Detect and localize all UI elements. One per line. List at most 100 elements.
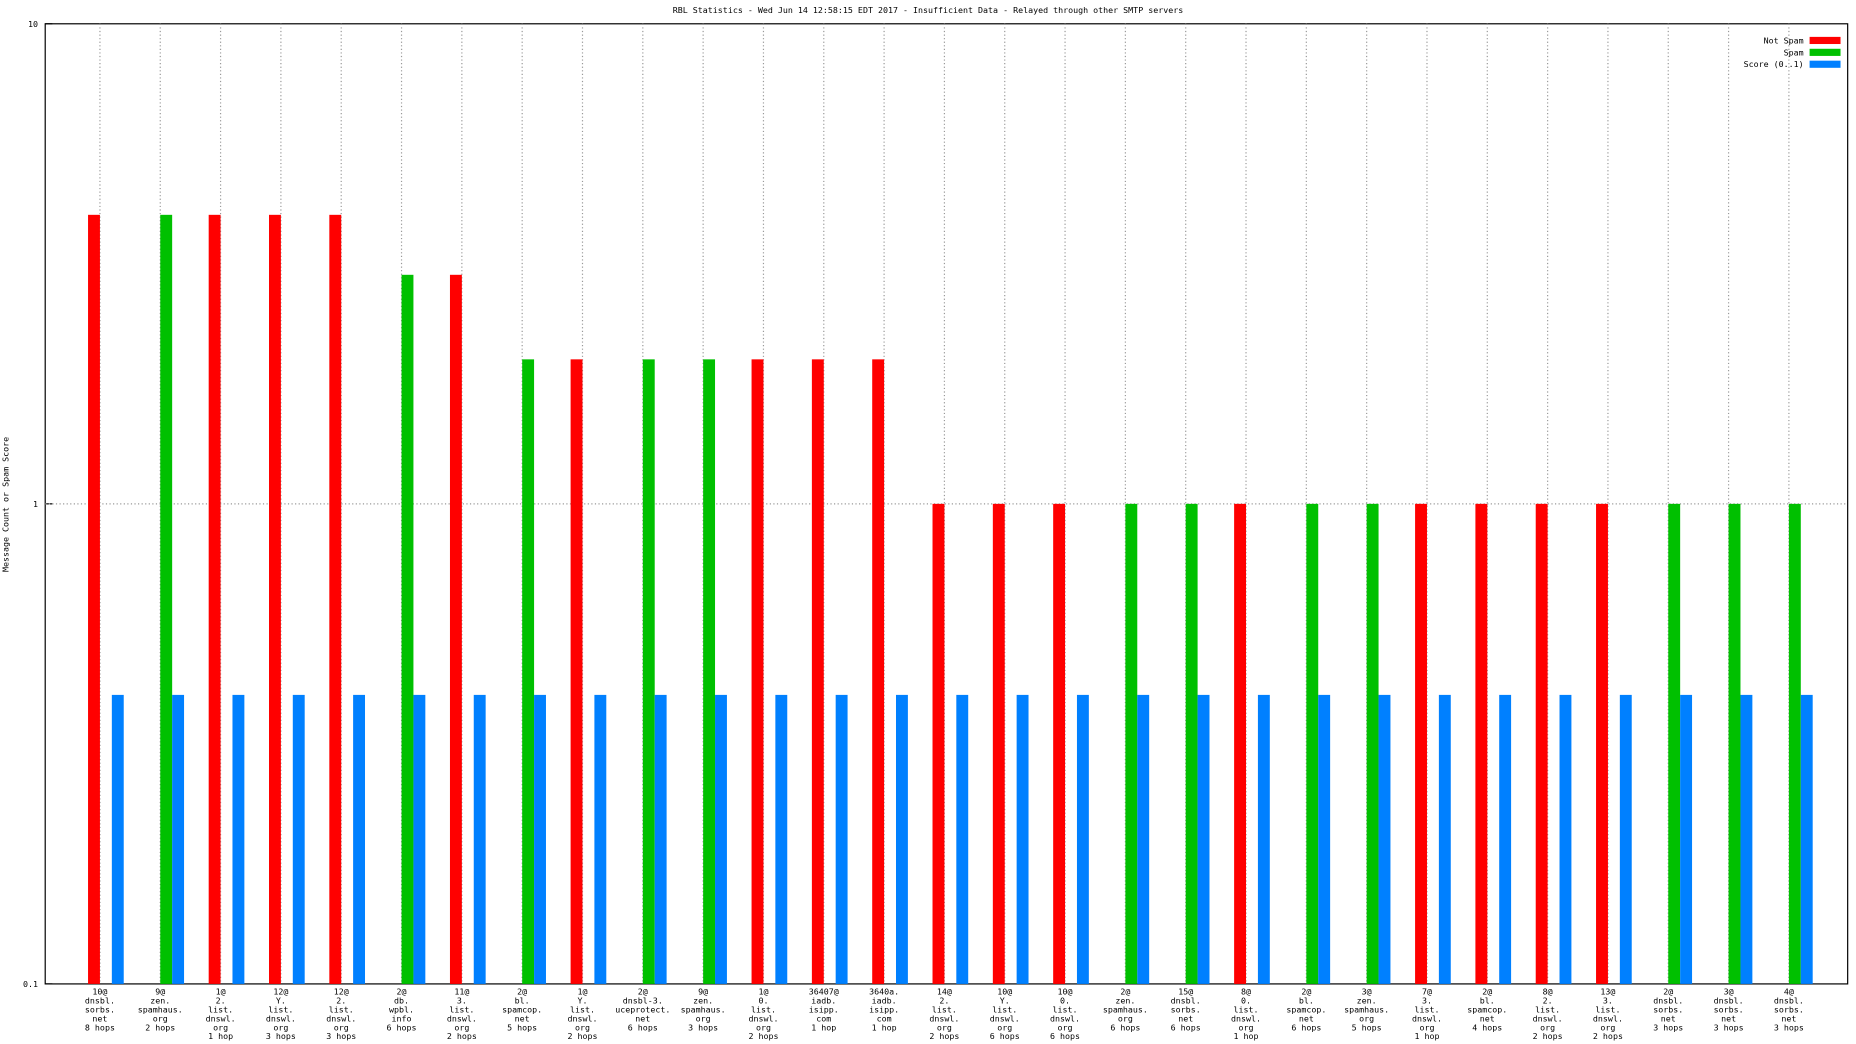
bar — [1499, 694, 1512, 984]
x-tick-label: 2@ db. wpbl. info 6 hops — [387, 987, 417, 1033]
bar — [534, 694, 546, 984]
bar — [1137, 694, 1150, 984]
bar — [1125, 503, 1138, 984]
bar — [992, 503, 1005, 984]
bar — [775, 694, 788, 984]
y-axis-label: Message Count or Spam Score — [0, 437, 10, 572]
bar — [932, 503, 945, 984]
x-tick-label: 3@ dnsbl. sorbs. net 3 hops — [1714, 987, 1744, 1033]
bar — [1668, 503, 1681, 984]
bar — [1596, 503, 1608, 984]
x-tick-label: 15@ dnsbl. sorbs. net 6 hops — [1171, 987, 1201, 1033]
x-tick-label: 10@ dnsbl. sorbs. net 8 hops — [85, 987, 115, 1033]
x-tick-label: 8@ 2. list. dnswl. org 2 hops — [1533, 987, 1563, 1042]
bar — [1306, 503, 1319, 984]
bar — [895, 694, 908, 984]
bar — [1680, 694, 1693, 984]
x-tick-label: 2@ bl. spamcop. net 4 hops — [1467, 987, 1507, 1033]
bar — [1415, 503, 1427, 984]
bar — [1318, 694, 1331, 984]
x-tick-label: 2@ dnsbl-3. uceprotect. net 6 hops — [615, 987, 670, 1033]
bar — [1619, 694, 1632, 984]
bar — [1234, 503, 1247, 984]
x-tick-label: 2@ dnsbl. sorbs. net 3 hops — [1653, 987, 1683, 1033]
bar — [654, 694, 667, 984]
x-tick-label: 2@ zen. spamhaus. org 6 hops — [1103, 987, 1148, 1033]
x-tick-label: 11@ 3. list. dnswl. org 2 hops — [447, 987, 477, 1042]
bar — [1378, 694, 1391, 984]
x-tick-label: 10@ Y. list. dnswl. org 6 hops — [990, 987, 1020, 1042]
x-tick-label: 12@ Y. list. dnswl. org 3 hops — [266, 987, 296, 1042]
x-tick-label: 8@ 0. list. dnswl. org 1 hop — [1231, 987, 1261, 1042]
x-tick-label: 10@ 0. list. dnswl. org 6 hops — [1050, 987, 1080, 1042]
bar — [1076, 694, 1089, 984]
bar — [449, 274, 462, 984]
legend-label: Spam — [1784, 47, 1804, 57]
bar — [292, 694, 305, 984]
y-tick-label: 10 — [28, 19, 38, 29]
bar — [269, 214, 281, 984]
bar — [232, 694, 245, 984]
bar — [522, 359, 535, 984]
bar — [703, 359, 716, 984]
x-tick-label: 3640a. iadb. isipp. com 1 hop — [869, 987, 899, 1033]
legend-swatch — [1809, 36, 1841, 45]
bar — [1197, 694, 1210, 984]
y-tick-label: 1 — [33, 499, 38, 509]
x-tick-label: 14@ 2. list. dnswl. org 2 hops — [929, 987, 959, 1042]
bar — [353, 694, 366, 984]
bar — [172, 694, 185, 984]
x-tick-label: 1@ Y. list. dnswl. org 2 hops — [567, 987, 597, 1042]
legend-label: Score (0..1) — [1744, 59, 1804, 69]
bar — [1728, 503, 1741, 984]
bar — [1475, 503, 1488, 984]
x-tick-label: 2@ bl. spamcop. net 5 hops — [502, 987, 542, 1033]
x-tick-label: 3@ zen. spamhaus. org 5 hops — [1344, 987, 1389, 1033]
x-tick-label: 9@ zen. spamhaus. org 3 hops — [681, 987, 726, 1033]
bar — [401, 274, 414, 984]
bar — [208, 214, 221, 984]
x-tick-label: 12@ 2. list. dnswl. org 3 hops — [326, 987, 356, 1042]
legend-label: Not Spam — [1764, 35, 1804, 45]
bar — [329, 214, 342, 984]
x-tick-label: 13@ 3. list. dnswl. org 2 hops — [1593, 987, 1623, 1042]
bar — [715, 694, 727, 984]
bar — [956, 694, 969, 984]
bar — [1257, 694, 1270, 984]
legend-swatch — [1809, 48, 1841, 56]
bar — [88, 214, 100, 984]
bar — [835, 694, 848, 984]
bar — [1053, 503, 1066, 984]
bar — [642, 359, 655, 984]
bar — [1438, 694, 1451, 984]
x-tick-label: 7@ 3. list. dnswl. org 1 hop — [1412, 987, 1442, 1042]
x-tick-label: 9@ zen. spamhaus. org 2 hops — [138, 987, 183, 1033]
bar — [111, 694, 124, 984]
bar — [1788, 503, 1801, 984]
bar — [413, 694, 426, 984]
bar — [1185, 503, 1198, 984]
x-tick-label: 2@ bl. spamcop. net 6 hops — [1286, 987, 1326, 1033]
legend-swatch — [1809, 60, 1841, 68]
y-tick-label: 0.1 — [23, 979, 38, 989]
bar — [1016, 694, 1029, 984]
x-tick-label: 4@ dnsbl. sorbs. net 3 hops — [1774, 987, 1804, 1033]
chart-title: RBL Statistics - Wed Jun 14 12:58:15 EDT… — [673, 5, 1183, 15]
bar — [160, 214, 173, 984]
bar — [1740, 694, 1753, 984]
bar — [1559, 694, 1572, 984]
x-tick-label: 36407@ iadb. isipp. com 1 hop — [809, 987, 839, 1033]
bar — [594, 694, 607, 984]
bar — [570, 359, 583, 984]
bar — [811, 359, 824, 984]
x-tick-label: 1@ 0. list. dnswl. org 2 hops — [748, 987, 778, 1042]
bar — [1800, 694, 1813, 984]
bar — [473, 694, 486, 984]
x-tick-label: 1@ 2. list. dnswl. org 1 hop — [206, 987, 236, 1042]
bar — [872, 359, 885, 984]
bar — [1535, 503, 1548, 984]
bar — [751, 359, 764, 984]
bar — [1366, 503, 1379, 984]
